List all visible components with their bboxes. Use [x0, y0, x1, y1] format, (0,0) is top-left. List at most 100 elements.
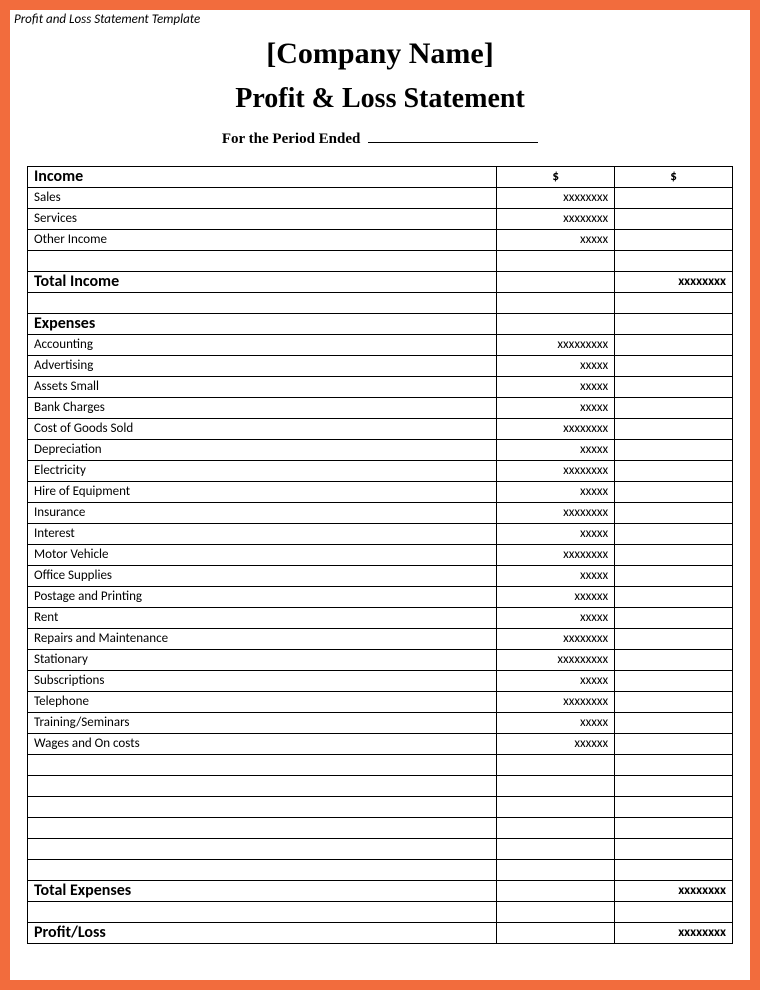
expense-line-row: Hire of Equipmentxxxxx	[28, 482, 733, 503]
income-line-row: Servicesxxxxxxxx	[28, 209, 733, 230]
expense-line-amt2	[615, 335, 733, 356]
expense-line-amt2	[615, 398, 733, 419]
expense-line-label: Telephone	[28, 692, 497, 713]
expense-line-label: Cost of Goods Sold	[28, 419, 497, 440]
expense-line-amt1: xxxxxxxx	[497, 503, 615, 524]
income-line-row	[28, 251, 733, 272]
expense-line-label: Assets Small	[28, 377, 497, 398]
income-section-label: Income	[28, 167, 497, 188]
expense-line-amt2	[615, 503, 733, 524]
income-line-amt1: xxxxxxxx	[497, 209, 615, 230]
expense-line-amt2	[615, 482, 733, 503]
profit-loss-amt2: xxxxxxxx	[615, 923, 733, 944]
expense-line-amt2	[615, 356, 733, 377]
expense-line-row: Wages and On costsxxxxxx	[28, 734, 733, 755]
period-line: For the Period Ended	[10, 131, 750, 148]
total-income-amt1	[497, 272, 615, 293]
expense-line-label: Wages and On costs	[28, 734, 497, 755]
expense-line-label	[28, 818, 497, 839]
company-name: [Company Name]	[10, 37, 750, 71]
expense-line-amt1	[497, 818, 615, 839]
expense-line-row	[28, 818, 733, 839]
expense-line-amt2	[615, 419, 733, 440]
expense-line-row: Training/Seminarsxxxxx	[28, 713, 733, 734]
expense-line-label	[28, 755, 497, 776]
total-expenses-amt2: xxxxxxxx	[615, 881, 733, 902]
expense-line-amt1: xxxxx	[497, 440, 615, 461]
income-line-amt2	[615, 251, 733, 272]
expense-line-amt1: xxxxxxxx	[497, 629, 615, 650]
expense-line-label: Accounting	[28, 335, 497, 356]
income-line-label: Sales	[28, 188, 497, 209]
expense-line-amt2	[615, 755, 733, 776]
income-header-row: Income $ $	[28, 167, 733, 188]
statement-title: Profit & Loss Statement	[10, 83, 750, 115]
expense-line-amt1: xxxxxxxx	[497, 692, 615, 713]
expense-line-row	[28, 797, 733, 818]
expenses-header-row: Expenses	[28, 314, 733, 335]
expense-line-amt1: xxxxx	[497, 608, 615, 629]
expense-line-label	[28, 839, 497, 860]
expense-line-row	[28, 755, 733, 776]
expense-line-label: Depreciation	[28, 440, 497, 461]
income-line-amt2	[615, 230, 733, 251]
expense-line-amt2	[615, 839, 733, 860]
expense-line-amt1: xxxxxxxx	[497, 461, 615, 482]
expense-line-amt1	[497, 797, 615, 818]
expense-line-label: Rent	[28, 608, 497, 629]
expense-line-amt1: xxxxxxxxx	[497, 650, 615, 671]
expense-line-row: Depreciationxxxxx	[28, 440, 733, 461]
total-income-row: Total Income xxxxxxxx	[28, 272, 733, 293]
income-line-amt2	[615, 188, 733, 209]
expense-line-amt2	[615, 440, 733, 461]
expense-line-row: Bank Chargesxxxxx	[28, 398, 733, 419]
income-line-amt1	[497, 251, 615, 272]
expense-line-row: Repairs and Maintenancexxxxxxxx	[28, 629, 733, 650]
total-income-label: Total Income	[28, 272, 497, 293]
income-line-label	[28, 251, 497, 272]
expense-line-amt2	[615, 545, 733, 566]
expense-line-amt1: xxxxxxxx	[497, 419, 615, 440]
expense-line-row	[28, 839, 733, 860]
expense-line-amt2	[615, 713, 733, 734]
expense-line-amt1: xxxxx	[497, 566, 615, 587]
expense-line-row: Rentxxxxx	[28, 608, 733, 629]
expense-line-amt2	[615, 776, 733, 797]
profit-loss-amt1	[497, 923, 615, 944]
income-line-amt2	[615, 209, 733, 230]
expense-line-amt1: xxxxx	[497, 356, 615, 377]
expense-line-amt2	[615, 797, 733, 818]
expense-line-label	[28, 797, 497, 818]
page-frame: Profit and Loss Statement Template [Comp…	[0, 0, 760, 990]
income-line-amt1: xxxxxxxx	[497, 188, 615, 209]
header: [Company Name] Profit & Loss Statement F…	[10, 29, 750, 166]
expense-line-amt1: xxxxx	[497, 671, 615, 692]
expense-line-row: Electricityxxxxxxxx	[28, 461, 733, 482]
expense-line-amt1	[497, 860, 615, 881]
spacer-row	[28, 902, 733, 923]
expense-line-amt1: xxxxxx	[497, 734, 615, 755]
expense-line-label: Bank Charges	[28, 398, 497, 419]
expense-line-row: Accountingxxxxxxxxx	[28, 335, 733, 356]
expense-line-row: Insurancexxxxxxxx	[28, 503, 733, 524]
col-amt2-header: $	[615, 167, 733, 188]
income-line-amt1: xxxxx	[497, 230, 615, 251]
pl-table: Income $ $ SalesxxxxxxxxServicesxxxxxxxx…	[27, 166, 733, 944]
expenses-section-label: Expenses	[28, 314, 497, 335]
profit-loss-label: Profit/Loss	[28, 923, 497, 944]
expense-line-amt2	[615, 734, 733, 755]
total-expenses-label: Total Expenses	[28, 881, 497, 902]
expense-line-row: Postage and Printingxxxxxx	[28, 587, 733, 608]
income-line-row: Other Incomexxxxx	[28, 230, 733, 251]
expense-line-amt2	[615, 566, 733, 587]
expense-line-amt2	[615, 608, 733, 629]
expense-line-label	[28, 860, 497, 881]
col-amt1-header: $	[497, 167, 615, 188]
spacer-row	[28, 293, 733, 314]
expense-line-label: Insurance	[28, 503, 497, 524]
expense-line-amt2	[615, 818, 733, 839]
period-prefix: For the Period Ended	[222, 131, 360, 147]
income-line-row: Salesxxxxxxxx	[28, 188, 733, 209]
expense-line-amt1: xxxxx	[497, 377, 615, 398]
expense-line-amt1: xxxxx	[497, 713, 615, 734]
